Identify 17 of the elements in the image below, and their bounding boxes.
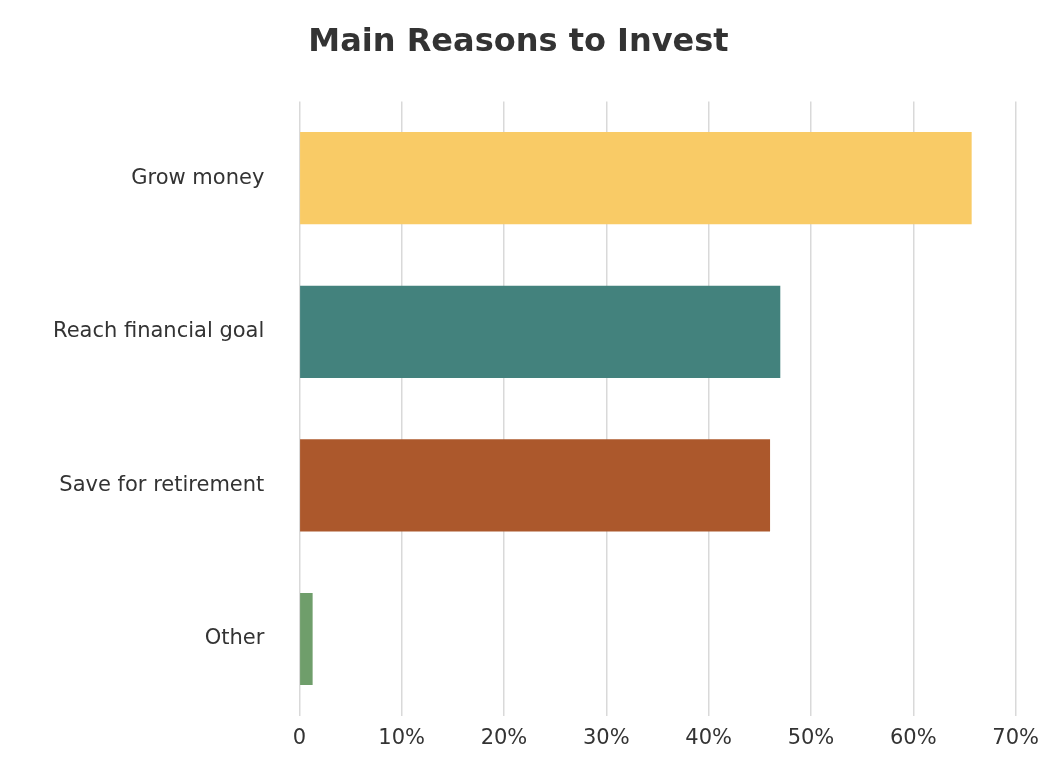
x-tick-label: 10% <box>378 724 425 749</box>
y-tick-label: Save for retirement <box>59 471 265 496</box>
y-tick-label: Grow money <box>131 164 265 189</box>
x-tick-label: 70% <box>992 724 1040 749</box>
y-tick-label: Reach financial goal <box>52 318 265 343</box>
x-tick-label: 20% <box>480 724 528 749</box>
bar <box>300 439 771 532</box>
x-tick-label: 40% <box>685 724 732 749</box>
x-tick-label: 30% <box>582 724 630 749</box>
chart-title: Main Reasons to Invest <box>308 20 729 59</box>
x-tick-label: 60% <box>889 724 937 749</box>
y-tick-label: Other <box>204 625 265 650</box>
x-tick-label: 0 <box>292 724 307 749</box>
bar <box>300 592 313 686</box>
bar <box>300 285 781 378</box>
bar <box>300 132 972 225</box>
x-tick-label: 50% <box>787 724 835 749</box>
